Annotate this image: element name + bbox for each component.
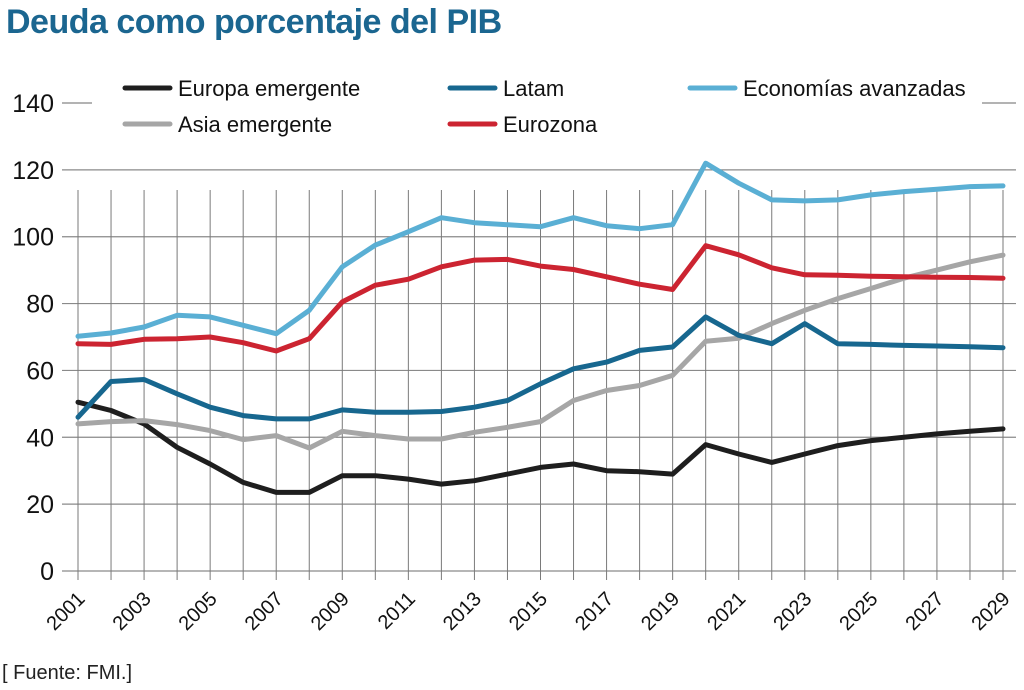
grid — [62, 102, 1016, 580]
chart-title: Deuda como porcentaje del PIB — [6, 3, 502, 41]
x-tick-label: 2019 — [637, 588, 684, 635]
x-tick-label: 2003 — [109, 588, 156, 635]
y-tick-label: 60 — [26, 357, 54, 385]
legend: Europa emergente Latam Economías avanzadas… — [122, 76, 966, 137]
y-tick-label: 100 — [12, 224, 54, 252]
series-line-europa-emergente — [75, 399, 1006, 495]
y-axis-ticks: 0 20 40 60 80 100 120 140 — [12, 90, 54, 586]
x-tick-label: 2001 — [43, 588, 90, 635]
x-tick-label: 2027 — [901, 588, 948, 635]
legend-label-eurozona: Eurozona — [503, 112, 598, 137]
x-tick-label: 2005 — [175, 588, 222, 635]
x-tick-label: 2015 — [505, 588, 552, 635]
x-tick-label: 2007 — [241, 588, 288, 635]
legend-label-economias-avanzadas: Economías avanzadas — [743, 76, 966, 101]
series-line-latam — [75, 314, 1006, 422]
x-tick-label: 2025 — [835, 588, 882, 635]
legend-label-asia-emergente: Asia emergente — [178, 112, 332, 137]
series-line-economias-avanzadas — [75, 160, 1006, 339]
y-tick-label: 80 — [26, 291, 54, 319]
x-tick-label: 2017 — [571, 588, 618, 635]
legend-label-latam: Latam — [503, 76, 564, 101]
series-lines — [75, 160, 1006, 495]
y-tick-label: 40 — [26, 424, 54, 452]
legend-label-europa-emergente: Europa emergente — [178, 76, 360, 101]
x-axis-ticks: 2001 2003 2005 2007 2009 2011 2013 2015 2017 2019… — [43, 588, 1015, 635]
y-tick-label: 140 — [12, 90, 54, 118]
x-tick-label: 2029 — [968, 588, 1015, 635]
y-tick-label: 120 — [12, 157, 54, 185]
y-tick-label: 20 — [26, 491, 54, 519]
x-tick-label: 2023 — [769, 588, 816, 635]
source-note: [ Fuente: FMI.] — [2, 662, 133, 684]
y-tick-label: 0 — [40, 558, 54, 586]
series-line-asia-emergente — [75, 252, 1006, 451]
x-tick-label: 2013 — [439, 588, 486, 635]
series-line-eurozona — [75, 243, 1006, 354]
x-tick-label: 2011 — [374, 588, 420, 634]
x-tick-label: 2009 — [307, 588, 354, 635]
x-tick-label: 2021 — [703, 588, 750, 635]
